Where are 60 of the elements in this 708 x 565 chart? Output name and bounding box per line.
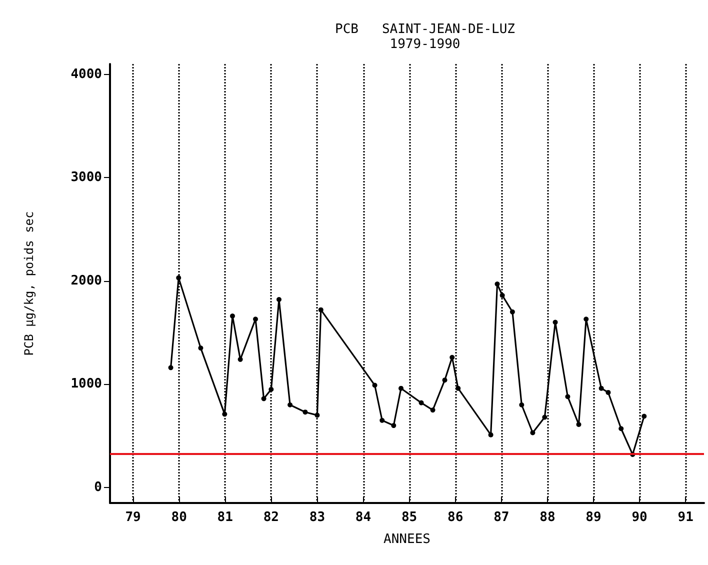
point (288, 402, 293, 408)
y-tick-label: 3000 (70, 170, 102, 186)
point (198, 346, 204, 351)
x-tick-label: 82 (263, 510, 279, 525)
point (418, 400, 424, 406)
x-tick-label: 88 (540, 510, 556, 525)
point (456, 386, 461, 391)
x-tick-label: 91 (678, 510, 694, 525)
point (430, 408, 436, 413)
point (618, 426, 624, 432)
point (372, 382, 378, 388)
point (276, 297, 282, 302)
point (598, 386, 604, 391)
point (261, 396, 266, 402)
x-axis-title: ANNEES (384, 532, 430, 547)
x-tick-label: 90 (632, 510, 648, 525)
x-tick-label: 84 (355, 510, 372, 525)
x-tick-label: 80 (171, 510, 188, 525)
point (606, 390, 611, 395)
point (565, 394, 570, 400)
point (500, 292, 505, 298)
point (391, 423, 396, 428)
point (222, 412, 228, 417)
point (552, 320, 558, 325)
point (450, 354, 455, 360)
y-tick-label: 2000 (70, 273, 102, 288)
point (530, 430, 536, 436)
x-tick-label: 79 (125, 510, 141, 525)
point (442, 378, 448, 383)
point (494, 282, 500, 287)
point (238, 356, 243, 362)
chart-subtitle: 1979-1990 (390, 37, 460, 52)
point (398, 386, 404, 391)
point (230, 314, 235, 319)
point (314, 412, 320, 418)
point (253, 316, 258, 322)
chart-title: PCB SAINT-JEAN-DE-LUZ (334, 22, 516, 37)
point (380, 418, 385, 423)
point (519, 402, 524, 408)
x-tick-label: 89 (586, 510, 602, 525)
x-tick-label: 86 (448, 510, 464, 525)
point (318, 307, 324, 312)
x-tick-label: 81 (217, 510, 234, 525)
x-tick-label: 85 (401, 510, 418, 525)
point (168, 365, 174, 370)
y-tick-label: 0 (94, 480, 102, 496)
point (268, 386, 274, 392)
point (584, 316, 589, 322)
point (302, 410, 308, 415)
y-tick-label: 1000 (70, 376, 102, 392)
point (510, 309, 515, 314)
point (642, 414, 647, 419)
x-tick-label: 83 (309, 510, 326, 525)
point (488, 432, 494, 438)
point (176, 275, 182, 280)
point (576, 422, 582, 427)
point (542, 414, 548, 420)
y-tick-label: 4000 (70, 66, 102, 82)
y-axis-title: PCB µg/kg, poids sec (22, 211, 36, 356)
x-tick-label: 87 (494, 510, 510, 525)
